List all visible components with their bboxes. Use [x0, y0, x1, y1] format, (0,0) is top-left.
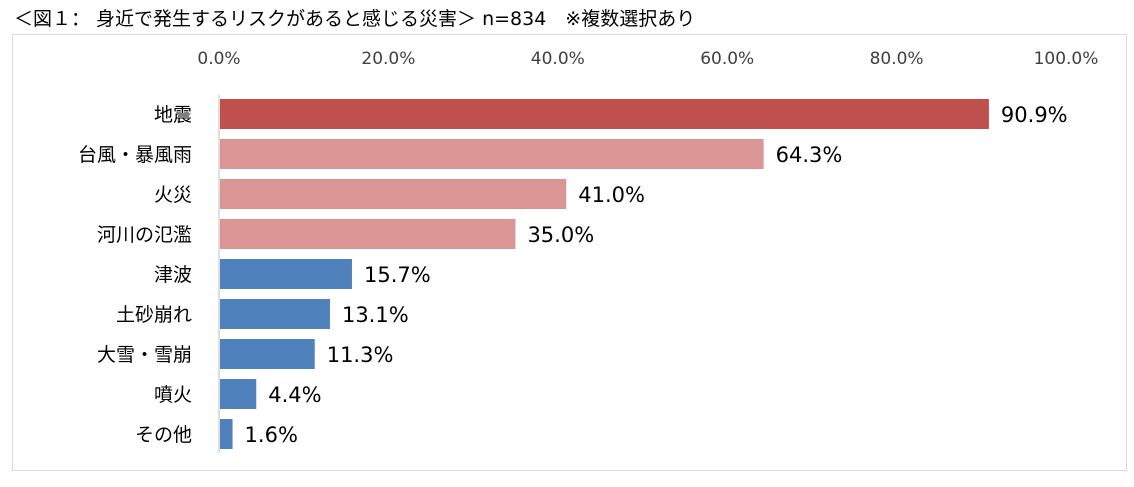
x-axis-ticks: 0.0% 20.0% 40.0% 60.0% 80.0% 100.0%: [197, 49, 1098, 69]
x-tick-label: 100.0%: [1034, 49, 1099, 69]
category-label: 土砂崩れ: [116, 304, 192, 326]
data-label: 35.0%: [527, 223, 594, 247]
x-tick-label: 0.0%: [197, 49, 240, 69]
bar: [220, 219, 516, 249]
bar: [220, 99, 989, 129]
chart-title: ＜図１： 身近で発生するリスクがあると感じる災害＞ n=834 ※複数選択あり: [14, 8, 696, 30]
data-label: 11.3%: [327, 343, 394, 367]
bar: [220, 379, 257, 409]
category-label: その他: [135, 424, 192, 446]
bars: [220, 99, 989, 449]
data-label: 15.7%: [364, 263, 431, 287]
data-label: 64.3%: [776, 143, 843, 167]
data-label: 41.0%: [578, 183, 645, 207]
value-labels: 90.9% 64.3% 41.0% 35.0% 15.7% 13.1% 11.3%4.4% 1…: [245, 103, 1068, 447]
category-label: 火災: [154, 184, 192, 206]
bar: [220, 419, 233, 449]
category-label: 大雪・雪崩: [97, 344, 192, 366]
category-label: 噴火: [154, 384, 192, 406]
bar: [220, 259, 352, 289]
x-tick-label: 80.0%: [870, 49, 924, 69]
x-tick-label: 60.0%: [700, 49, 754, 69]
bar: [220, 179, 567, 209]
data-label: 90.9%: [1001, 103, 1068, 127]
data-label: 13.1%: [342, 303, 409, 327]
x-tick-label: 40.0%: [531, 49, 585, 69]
data-label: 4.4%: [268, 383, 321, 407]
data-label: 1.6%: [245, 423, 298, 447]
x-tick-label: 20.0%: [361, 49, 415, 69]
category-label: 台風・暴風雨: [78, 144, 192, 166]
bar: [220, 139, 764, 169]
bar: [220, 299, 330, 329]
category-label: 津波: [154, 264, 192, 286]
category-label: 地震: [154, 104, 192, 126]
bar: [220, 339, 315, 369]
category-label: 河川の氾濫: [97, 224, 192, 246]
